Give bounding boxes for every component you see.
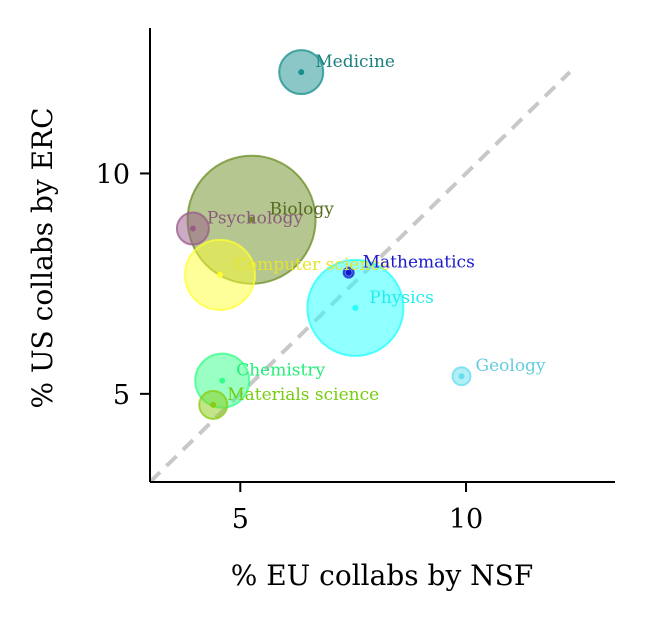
point-label-computer-science: Computer science: [234, 255, 390, 275]
center-dot-materials-science: [210, 401, 217, 408]
center-dot-geology: [458, 373, 465, 380]
point-label-mathematics: Mathematics: [363, 253, 475, 273]
center-dot-chemistry: [219, 377, 226, 384]
point-label-biology: Biology: [269, 200, 334, 220]
point-label-geology: Geology: [476, 356, 546, 376]
center-dot-computer-science: [216, 271, 223, 278]
ticks-layer: 5 10 5 10: [96, 159, 484, 535]
y-tick-label: 5: [113, 380, 130, 411]
y-axis-label: % US collabs by ERC: [26, 107, 59, 408]
center-dot-medicine: [298, 69, 305, 76]
center-dot-mathematics: [345, 269, 352, 276]
x-tick-label: 10: [449, 504, 483, 535]
y-tick-label: 10: [96, 159, 130, 190]
center-dot-psychology: [189, 225, 196, 232]
point-label-materials-science: Materials science: [227, 385, 379, 405]
point-label-chemistry: Chemistry: [236, 361, 325, 381]
point-label-physics: Physics: [369, 288, 433, 308]
x-axis-label: % EU collabs by NSF: [231, 559, 534, 592]
center-dot-physics: [352, 304, 359, 311]
x-tick-label: 5: [232, 504, 249, 535]
point-label-medicine: Medicine: [315, 52, 395, 72]
point-label-psychology: Psychology: [207, 209, 304, 229]
center-dot-biology: [248, 216, 255, 223]
